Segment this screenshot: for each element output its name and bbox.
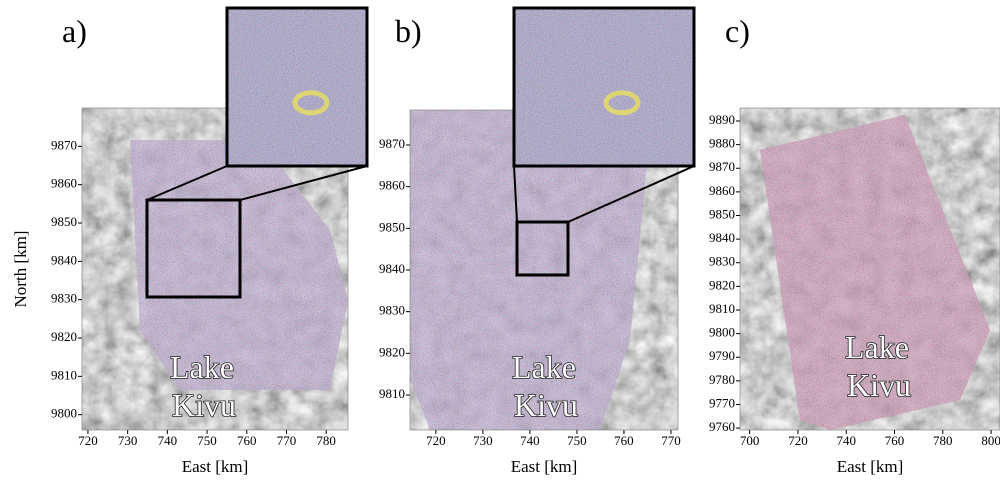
x-tick-label: 760 [614, 433, 634, 448]
x-tick-label: 720 [78, 433, 98, 448]
figure: 720 730 740 750 760 770 780 9800 9810 9820 9830 984… [0, 0, 1000, 478]
lake-label: Kivu [172, 387, 236, 423]
y-tick-label: 9830 [379, 303, 405, 318]
lake-label: Lake [512, 349, 576, 385]
y-axis-title: North [km] [11, 231, 30, 308]
lake-label: Lake [170, 349, 234, 385]
x-tick-label: 760 [885, 433, 905, 448]
x-axis-title: East [km] [837, 457, 904, 476]
panels: 720 730 740 750 760 770 780 9800 9810 9820 9830 984… [11, 8, 1000, 476]
x-tick-label: 730 [118, 433, 138, 448]
inset-interferogram [227, 8, 367, 166]
y-tick-label: 9830 [51, 291, 77, 306]
x-tick-label: 720 [426, 433, 446, 448]
panel: 720 730 740 750 760 770 9810 9820 9830 9840 9850 98… [379, 8, 694, 476]
x-tick-label: 740 [158, 433, 178, 448]
y-tick-label: 9810 [51, 367, 77, 382]
y-tick-label: 9890 [709, 112, 735, 127]
y-tick-label: 9850 [709, 206, 735, 221]
y-tick-label: 9770 [709, 395, 735, 410]
x-tick-label: 780 [933, 433, 953, 448]
x-tick-label: 780 [316, 433, 336, 448]
y-tick-label: 9830 [709, 254, 735, 269]
x-tick-label: 720 [788, 433, 808, 448]
panel-label: a) [62, 13, 87, 49]
x-tick-label: 750 [567, 433, 587, 448]
x-tick-label: 750 [197, 433, 217, 448]
y-tick-label: 9860 [51, 176, 77, 191]
y-tick-label: 9840 [51, 252, 77, 267]
panel: 720 730 740 750 760 770 780 9800 9810 9820 9830 984… [11, 8, 367, 476]
lake-label: Kivu [514, 387, 578, 423]
x-tick-label: 700 [740, 433, 760, 448]
y-tick-label: 9800 [709, 325, 735, 340]
y-tick-label: 9870 [709, 159, 735, 174]
y-tick-label: 9790 [709, 348, 735, 363]
y-tick-label: 9860 [379, 178, 405, 193]
y-tick-label: 9840 [379, 261, 405, 276]
lake-label: Kivu [847, 367, 911, 403]
y-tick-label: 9810 [709, 301, 735, 316]
x-axis-title: East [km] [511, 457, 578, 476]
x-tick-label: 770 [661, 433, 681, 448]
panel: 700 720 740 760 780 800 9760 9770 9780 9790 9800 98… [709, 13, 1000, 476]
y-tick-label: 9880 [709, 136, 735, 151]
y-tick-label: 9870 [51, 137, 77, 152]
y-tick-label: 9840 [709, 230, 735, 245]
y-tick-label: 9820 [709, 277, 735, 292]
y-tick-label: 9850 [379, 219, 405, 234]
x-tick-label: 730 [473, 433, 493, 448]
inset-interferogram [514, 8, 694, 166]
y-tick-label: 9780 [709, 372, 735, 387]
y-tick-label: 9800 [51, 406, 77, 421]
y-tick-label: 9760 [709, 419, 735, 434]
y-tick-label: 9850 [51, 214, 77, 229]
y-tick-label: 9870 [379, 136, 405, 151]
x-tick-label: 740 [520, 433, 540, 448]
panel-label: b) [395, 13, 422, 49]
lake-label: Lake [845, 329, 909, 365]
y-tick-label: 9820 [51, 329, 77, 344]
x-axis-title: East [km] [182, 457, 249, 476]
x-tick-label: 800 [981, 433, 1000, 448]
y-tick-label: 9820 [379, 344, 405, 359]
x-tick-label: 740 [836, 433, 856, 448]
x-tick-label: 760 [237, 433, 257, 448]
x-tick-label: 770 [277, 433, 297, 448]
y-tick-label: 9810 [379, 386, 405, 401]
y-tick-label: 9860 [709, 183, 735, 198]
panel-label: c) [725, 13, 750, 49]
